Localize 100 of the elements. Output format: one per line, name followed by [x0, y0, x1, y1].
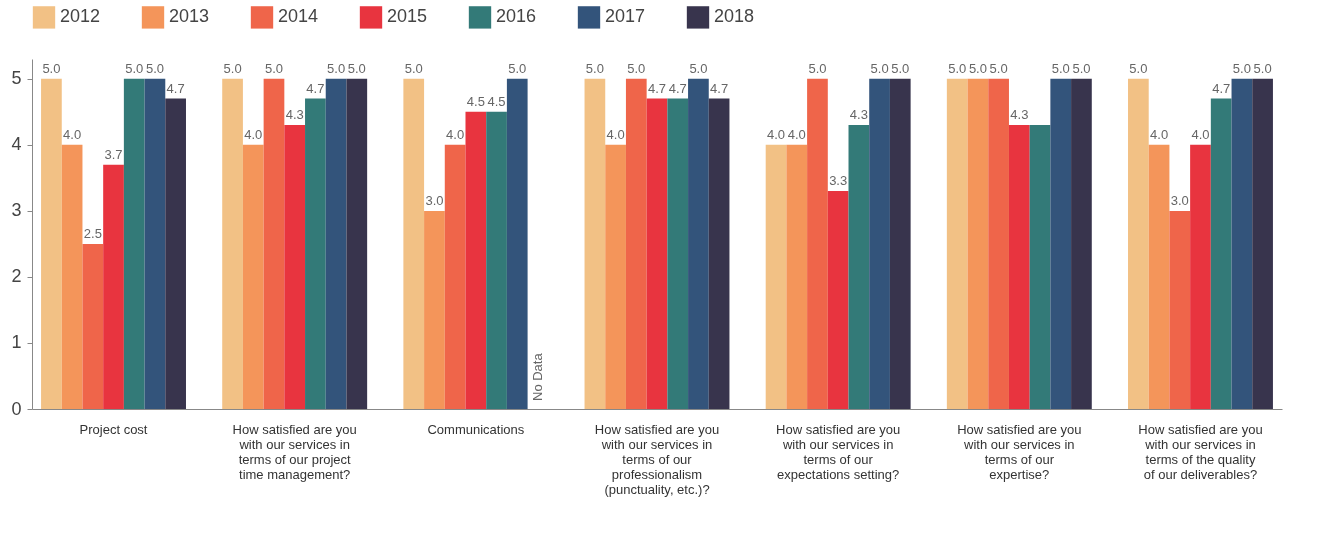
y-tick-label: 3: [11, 200, 22, 221]
data-label: 3.3: [829, 173, 848, 189]
data-label: 5.0: [1051, 60, 1070, 76]
bar: [444, 144, 466, 409]
data-label: 4.0: [1150, 126, 1169, 142]
legend-label: 2016: [496, 6, 537, 27]
x-tick-label: How satisfied are you with our services in terms of our expertise?: [957, 421, 1082, 482]
data-label: 3.7: [104, 146, 123, 162]
legend-label: 2017: [605, 6, 646, 27]
data-label: 3.0: [1170, 192, 1189, 208]
legend-label: 2012: [60, 6, 101, 27]
x-tick-label: How satisfied are you with our services in terms of our professionalism (punctuality, etc.)?: [594, 421, 720, 497]
data-label: 5.0: [808, 60, 827, 76]
bar: [1190, 144, 1211, 409]
bar: [807, 78, 828, 409]
bar: [165, 98, 186, 409]
bar: [465, 111, 487, 409]
legend-label: 2014: [278, 6, 319, 27]
bar: [1169, 210, 1191, 409]
bar: [786, 144, 808, 409]
data-label: 4.3: [1010, 107, 1029, 123]
legend-label: 2013: [169, 6, 210, 27]
bar: [346, 78, 368, 409]
data-label: 5.0: [989, 60, 1008, 76]
bar: [1252, 78, 1273, 409]
bar: [305, 98, 326, 409]
data-label: 4.7: [306, 80, 325, 96]
data-label: 4.0: [767, 126, 786, 142]
bar: [667, 98, 689, 409]
data-label: 4.7: [1212, 80, 1231, 96]
bar: [988, 78, 1009, 409]
data-label: 4.0: [606, 126, 625, 142]
bar: [869, 78, 890, 409]
bar: [222, 78, 243, 409]
data-label: 5.0: [1253, 60, 1272, 76]
data-label: 5.0: [1232, 60, 1251, 76]
bar: [41, 78, 62, 409]
data-label: 5.0: [125, 60, 144, 76]
bar: [765, 144, 787, 409]
bar: [584, 78, 606, 409]
bar: [1231, 78, 1253, 409]
data-label: 4.5: [487, 93, 506, 109]
bar: [486, 111, 507, 409]
bar: [403, 78, 425, 409]
data-label: 5.0: [508, 60, 527, 76]
bar: [263, 78, 285, 409]
data-label: 5.0: [948, 60, 967, 76]
data-label: 4.5: [466, 93, 485, 109]
y-tick-label: 2: [11, 266, 22, 287]
data-label: 5.0: [327, 60, 346, 76]
data-label: 5.0: [404, 60, 423, 76]
bar: [424, 210, 445, 409]
data-label: 4.3: [849, 107, 868, 123]
bar: [646, 98, 668, 409]
bar: [688, 78, 709, 409]
bar: [1071, 78, 1092, 409]
data-label: 4.7: [166, 80, 185, 96]
data-label: 5.0: [585, 60, 604, 76]
y-tick-label: 4: [11, 134, 22, 155]
bar: [1008, 125, 1030, 409]
bar: [967, 78, 989, 409]
data-label: 4.0: [1191, 126, 1210, 142]
data-label: 4.7: [668, 80, 687, 96]
data-label: 4.0: [787, 126, 806, 142]
data-label: 5.0: [347, 60, 366, 76]
bar: [144, 78, 166, 409]
data-label: 2.5: [83, 225, 102, 241]
bar: [325, 78, 347, 409]
legend-label: 2018: [714, 6, 755, 27]
data-label: 5.0: [870, 60, 889, 76]
bar: [61, 144, 83, 409]
data-label: 5.0: [264, 60, 284, 76]
data-label: 5.0: [42, 60, 61, 76]
data-label: 5.0: [223, 60, 242, 76]
data-label: 5.0: [627, 60, 646, 76]
bar: [708, 98, 730, 409]
data-label: 5.0: [1129, 60, 1148, 76]
bar: [1029, 125, 1051, 409]
bar: [242, 144, 264, 409]
data-label: 4.7: [647, 80, 667, 96]
x-tick-label: Project cost: [79, 421, 148, 437]
bar: [506, 78, 528, 409]
bar: [605, 144, 626, 409]
bar: [625, 78, 647, 409]
bar: [946, 78, 968, 409]
data-label: 4.0: [244, 126, 263, 142]
data-label: 5.0: [1072, 60, 1091, 76]
bar: [82, 243, 104, 409]
text: No Data: [529, 353, 545, 401]
data-label: 3.0: [425, 192, 444, 208]
data-label: 4.3: [285, 107, 304, 123]
legend-label: 2015: [387, 6, 428, 27]
bar: [1148, 144, 1170, 409]
data-label: 4.7: [710, 80, 729, 96]
bar: [827, 191, 849, 409]
x-tick-label: How satisfied are you with our services in terms of our project time management?: [232, 421, 357, 482]
bar: [889, 78, 911, 409]
y-tick-label: 5: [11, 68, 22, 89]
bar: [1210, 98, 1232, 409]
data-label: 5.0: [891, 60, 910, 76]
